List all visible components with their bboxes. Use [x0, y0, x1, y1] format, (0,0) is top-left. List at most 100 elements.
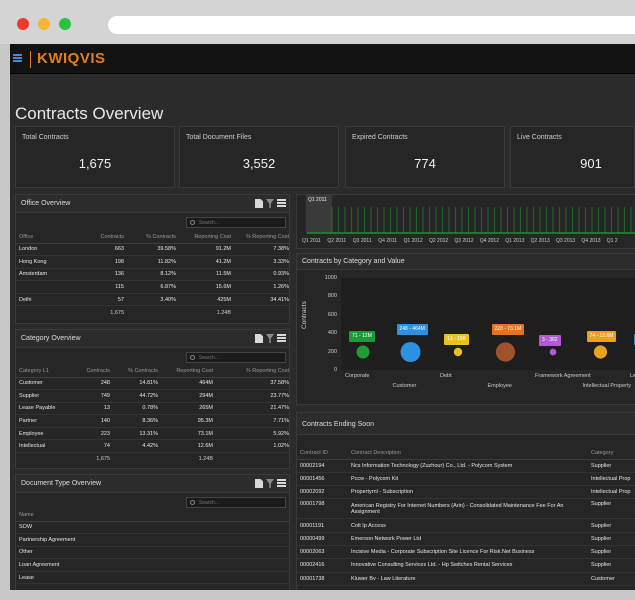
table-row[interactable]: Supplier 749 44.72% 294M 23.77%	[16, 389, 289, 403]
bubble-data-label: 248 - 464M	[396, 324, 428, 335]
column-header[interactable]: % Reporting Cost	[233, 232, 289, 244]
table-row[interactable]: Partnership Agreement	[16, 533, 289, 547]
column-header[interactable]: Category	[589, 448, 635, 460]
kpi-total-document-files: Total Document Files 3,552	[179, 126, 339, 188]
search-input[interactable]: Search...	[186, 352, 286, 363]
hamburger-menu-icon[interactable]	[13, 54, 22, 62]
panel-header: Document Type Overview	[16, 475, 289, 493]
table-cell: 21.47%	[215, 402, 289, 416]
filter-icon[interactable]	[266, 479, 274, 488]
bubble-point[interactable]	[593, 345, 608, 359]
table-cell: Lease	[16, 571, 289, 585]
table-row[interactable]: 00000499 Emerson Network Power Ltd Supplie…	[297, 532, 635, 546]
table-cell: Amsterdam	[16, 268, 76, 282]
table-cell: Pccw - Polycom Kit	[349, 472, 589, 487]
table-row[interactable]: 00001191 Colt Ip Access Supplier	[297, 518, 635, 533]
kpi-label: Total Contracts	[22, 134, 69, 141]
bubble-point[interactable]	[453, 347, 463, 357]
timeline-selection[interactable]	[306, 195, 332, 233]
table-row[interactable]: 00001738 Kluwer Bv - Law Literature Custom…	[297, 572, 635, 586]
bubble-data-label: 71 - 12M	[349, 331, 375, 343]
column-header[interactable]: Contracts	[76, 232, 126, 244]
logo-separator	[30, 51, 31, 68]
table-row[interactable]: Hong Kong 198 11.82% 41.2M 3.33%	[16, 255, 289, 269]
column-header[interactable]: % Contracts	[112, 366, 160, 378]
table-row[interactable]: Other	[16, 546, 289, 560]
bubble-point[interactable]	[356, 345, 370, 359]
table-cell: Other	[16, 546, 289, 560]
minimize-window-button[interactable]	[38, 18, 50, 30]
y-tick-label: 800	[327, 293, 337, 300]
table-cell: Ncs Information Technology (Zuzhour) Co.…	[349, 459, 589, 473]
table-cell: 44.72%	[112, 389, 160, 403]
bubble-point[interactable]	[495, 342, 516, 362]
table-row[interactable]: Customer 248 14.81% 464M 37.58%	[16, 377, 289, 391]
search-input[interactable]: Search...	[186, 217, 286, 228]
column-header[interactable]: Contracts	[76, 366, 112, 378]
kpi-label: Total Document Files	[186, 134, 252, 141]
table-row[interactable]: Partner 140 8.36% 95.3M 7.71%	[16, 414, 289, 428]
table-cell: 00002063	[297, 545, 349, 560]
table-cell: 294M	[160, 389, 215, 403]
table-row[interactable]: 00002063 Incisive Media - Corporate Subsc…	[297, 545, 635, 560]
filter-icon[interactable]	[266, 199, 274, 208]
bubble-point[interactable]	[549, 348, 557, 356]
kpi-label: Live Contracts	[517, 134, 562, 141]
search-input[interactable]: Search...	[186, 497, 286, 508]
search-icon	[190, 355, 195, 360]
table-row[interactable]: Employee 223 13.31% 73.1M 5.92%	[16, 427, 289, 441]
maximize-window-button[interactable]	[59, 18, 71, 30]
table-view-icon[interactable]	[277, 199, 286, 208]
table-cell: Propertyrnl - Subscription	[349, 485, 589, 500]
table-cell: 37.58%	[215, 377, 289, 391]
column-header[interactable]: Contract ID	[297, 448, 349, 460]
browser-chrome	[0, 0, 635, 44]
timeline-tick-label: Q3 2012	[454, 238, 474, 244]
table-row[interactable]: Delhi 57 3.40% 425M 34.41%	[16, 293, 289, 307]
app-logo[interactable]: KWIQVIS	[37, 50, 106, 67]
table-row[interactable]: Intellectual 74 4.42% 12.6M 1.02%	[16, 439, 289, 454]
filter-icon[interactable]	[266, 334, 274, 343]
table-cell: Supplier	[589, 558, 635, 573]
table-row[interactable]: 00002092 Propertyrnl - Subscription Intell…	[297, 485, 635, 500]
table-cell: 8.12%	[126, 268, 178, 282]
column-header[interactable]: Contract Description	[349, 448, 589, 460]
table-row[interactable]: Lease	[16, 571, 289, 585]
table-row[interactable]: Amsterdam 136 8.12% 11.5M 0.93%	[16, 268, 289, 282]
column-header[interactable]: % Contracts	[126, 232, 178, 244]
table-view-icon[interactable]	[277, 479, 286, 488]
table-cell: Intellectual	[16, 439, 76, 454]
column-header[interactable]: Name	[16, 510, 289, 522]
column-header[interactable]: Reporting Cost	[178, 232, 233, 244]
export-document-icon[interactable]	[255, 334, 263, 343]
column-header[interactable]: Category L1	[16, 366, 76, 378]
table-row[interactable]: 115 6.87% 15.6M 1.26%	[16, 280, 289, 294]
table-row[interactable]: 00001798 American Registry For Internet N…	[297, 498, 635, 520]
table-row[interactable]: SOW	[16, 521, 289, 535]
table-row[interactable]: 00002194 Ncs Information Technology (Zuzh…	[297, 459, 635, 473]
kpi-live-contracts: Live Contracts 901	[510, 126, 635, 188]
table-cell: 11.5M	[178, 268, 233, 282]
bubble-chart-panel: Contracts by Category and Value Contract…	[296, 253, 635, 405]
table-cell: 140	[76, 414, 112, 428]
export-document-icon[interactable]	[255, 479, 263, 488]
column-header[interactable]: Reporting Cost	[160, 366, 215, 378]
export-document-icon[interactable]	[255, 199, 263, 208]
column-header[interactable]: Office	[16, 232, 76, 244]
table-row[interactable]: Loan Agreement	[16, 558, 289, 572]
column-header[interactable]: % Reporting Cost	[215, 366, 289, 378]
table-row[interactable]: 00002416 Innovative Consulting Services L…	[297, 558, 635, 573]
address-bar[interactable]	[108, 16, 635, 34]
table-row[interactable]: London 663 39.58% 91.2M 7.38%	[16, 243, 289, 257]
y-tick-label: 0	[333, 367, 337, 373]
table-cell: 00001191	[297, 518, 349, 533]
timeline-sparkline[interactable]	[297, 195, 635, 249]
office-overview-panel: Office Overview Search... Office Contrac…	[15, 194, 290, 324]
table-row[interactable]: Lease Payable 13 0.78% 265M 21.47%	[16, 402, 289, 416]
close-window-button[interactable]	[17, 18, 29, 30]
app-header: KWIQVIS	[10, 44, 635, 74]
table-view-icon[interactable]	[277, 334, 286, 343]
table-row[interactable]: 00001456 Pccw - Polycom Kit Intellectual P…	[297, 472, 635, 487]
bubble-point[interactable]	[400, 342, 421, 362]
kpi-label: Expired Contracts	[352, 134, 408, 141]
